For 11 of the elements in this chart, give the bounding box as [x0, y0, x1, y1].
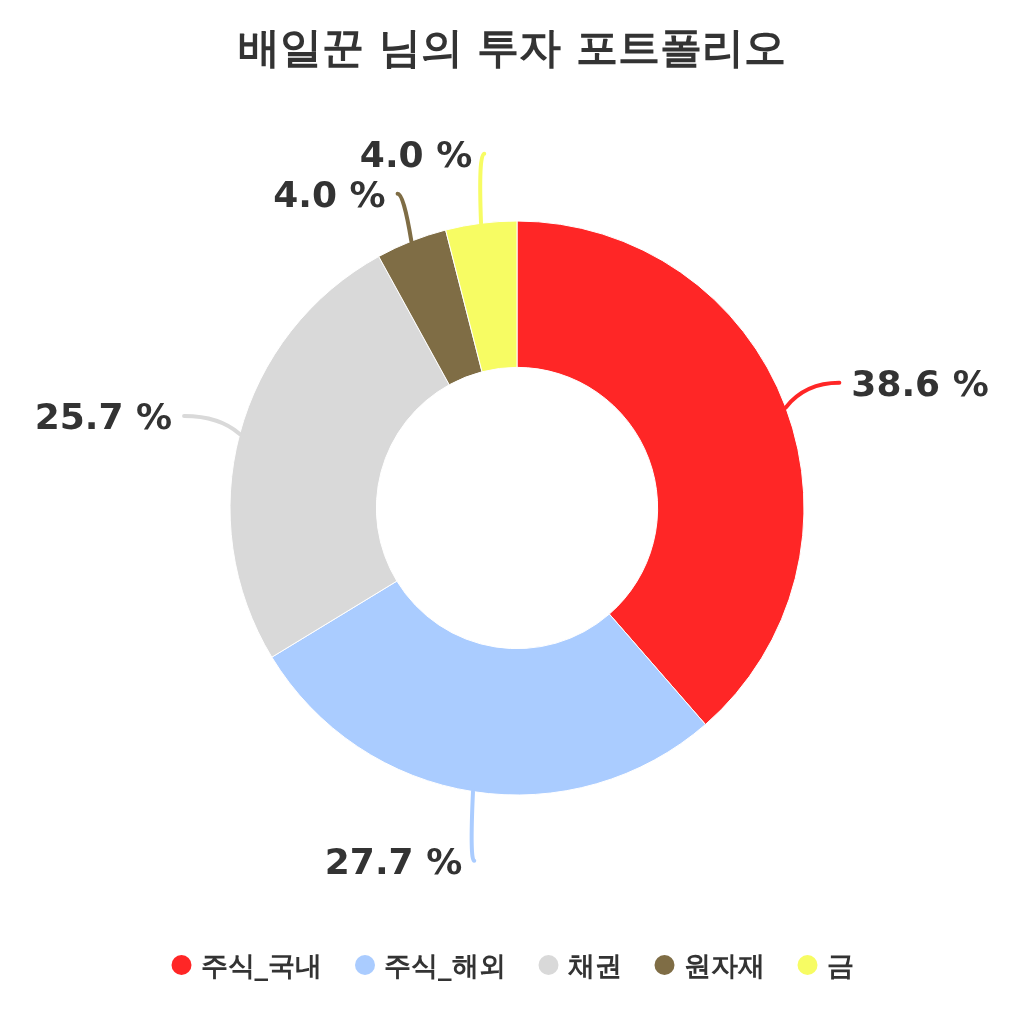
- data-label: 4.0 %: [359, 133, 473, 175]
- legend-label: 주식_국내: [200, 950, 322, 981]
- legend-label: 원자재: [683, 950, 765, 981]
- data-label: 27.7 %: [324, 840, 463, 882]
- legend-label: 주식_해외: [384, 950, 506, 981]
- chart-title: 배일꾼 님의 투자 포트폴리오: [238, 23, 786, 72]
- legend-label: 채권: [567, 950, 622, 981]
- data-label: 25.7 %: [34, 395, 173, 437]
- data-label: 38.6 %: [851, 362, 989, 404]
- data-label: 4.0 %: [273, 173, 386, 215]
- legend-label: 금: [826, 950, 854, 981]
